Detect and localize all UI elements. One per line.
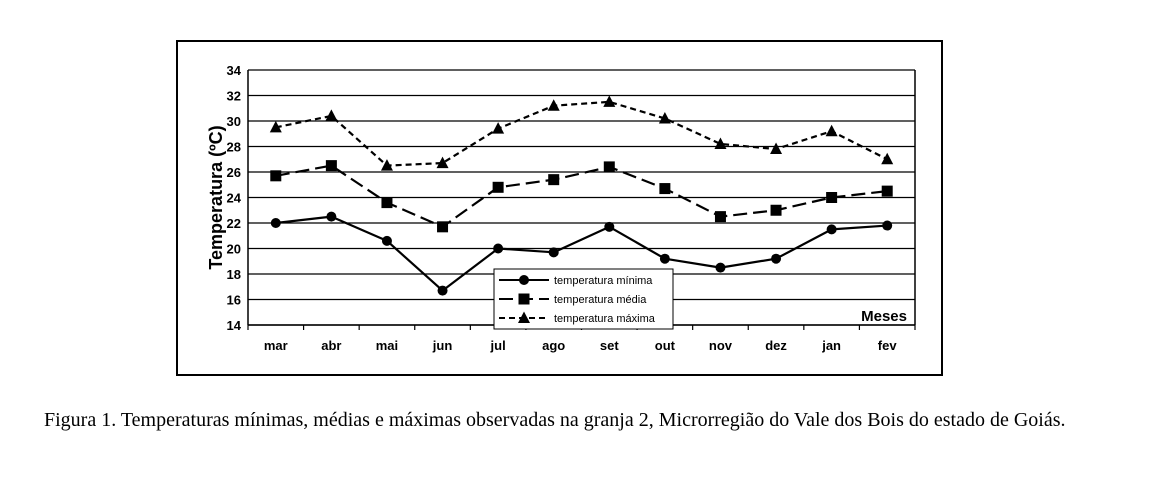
data-point [826,224,837,235]
x-tick-label: jul [490,338,506,353]
data-point [270,170,282,182]
legend-label: temperatura mínima [554,275,653,287]
data-point [269,120,282,133]
x-tick-label: nov [709,338,733,353]
series-line-2 [275,164,888,228]
data-point [548,174,560,186]
data-point [492,181,504,193]
data-point [715,262,726,273]
y-tick-label: 34 [227,63,242,78]
data-point [547,99,560,111]
y-tick-label: 24 [227,191,242,206]
data-point [325,160,337,172]
legend-marker [518,293,530,305]
x-tick-label: out [655,338,676,353]
x-axis-label: Meses [861,308,907,325]
y-axis-label: Temperatura (ºC) [206,125,226,269]
legend-marker [519,275,529,285]
data-point [380,159,393,171]
y-tick-label: 14 [227,318,242,333]
y-tick-label: 32 [227,89,241,104]
x-tick-label: set [600,338,619,353]
x-tick-label: fev [878,338,898,353]
x-tick-label: mai [376,338,398,353]
data-point [548,247,559,258]
data-point [825,124,838,137]
data-point [658,111,671,124]
y-tick-label: 18 [227,267,241,282]
legend-label: temperatura média [554,294,647,306]
data-point [603,161,615,173]
data-point [604,221,615,232]
data-point [770,142,783,155]
x-tick-label: mar [264,338,288,353]
data-point [381,235,392,246]
data-point [881,152,894,165]
data-point [436,156,449,169]
y-tick-label: 26 [227,165,241,180]
chart-frame: 14 16 18 20 22 24 26 28 30 32 34 mar abr mai jun jul ago… [176,40,943,376]
data-point [326,211,337,222]
data-point [882,220,893,231]
data-point [826,192,838,203]
data-point [437,221,449,233]
y-tick-label: 28 [227,140,241,155]
figure-caption: Figura 1. Temperaturas mínimas, médias e… [44,409,1066,431]
data-point [437,285,448,296]
data-point [325,109,338,121]
y-tick-label: 20 [227,242,241,257]
data-point [381,197,393,209]
y-tick-label: 22 [227,216,241,231]
data-point [659,253,670,264]
y-tick-label: 16 [227,293,241,308]
data-point [714,211,726,223]
data-point [771,253,782,264]
series-line-1 [275,215,888,292]
data-point [659,183,671,195]
x-tick-label: abr [321,338,341,353]
data-point [881,185,893,197]
data-point [770,204,782,216]
x-tick-label: jan [821,338,841,353]
y-tick-label: 30 [227,114,241,129]
x-tick-label: jun [432,338,453,353]
data-point [603,95,616,107]
data-point [492,122,505,134]
legend-label: temperatura máxima [554,313,656,325]
x-tick-label: ago [542,338,565,353]
temperature-line-chart: 14 16 18 20 22 24 26 28 30 32 34 mar abr mai jun jul ago… [206,63,916,353]
data-point [714,137,727,149]
x-tick-label: dez [765,338,787,353]
legend-marker [518,311,530,323]
data-point [270,218,281,228]
series-line-3 [275,100,888,167]
data-point [493,243,504,254]
